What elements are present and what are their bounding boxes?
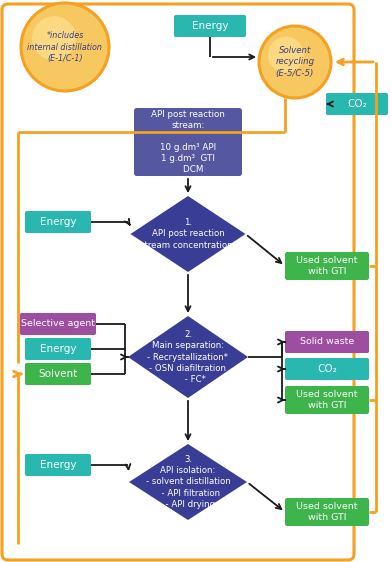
Text: Solvent
recycling
(E-5/C-5): Solvent recycling (E-5/C-5) (276, 47, 314, 78)
FancyBboxPatch shape (25, 338, 91, 360)
Text: Energy: Energy (40, 217, 76, 227)
Polygon shape (129, 444, 247, 520)
Text: Energy: Energy (40, 344, 76, 354)
Text: *includes
internal distillation
(E-1/C-1): *includes internal distillation (E-1/C-1… (27, 31, 102, 62)
Text: CO₂: CO₂ (317, 364, 337, 374)
FancyBboxPatch shape (134, 108, 242, 176)
FancyBboxPatch shape (174, 15, 246, 37)
Text: CO₂: CO₂ (347, 99, 367, 109)
Polygon shape (128, 316, 248, 398)
Circle shape (259, 26, 331, 98)
Circle shape (32, 16, 76, 60)
Text: Used solvent
with GTI: Used solvent with GTI (296, 502, 358, 522)
FancyBboxPatch shape (25, 211, 91, 233)
Text: Used solvent
with GTI: Used solvent with GTI (296, 256, 358, 276)
Text: API post reaction
stream:

10 g.dm³ API
1 g.dm³  GTI
    DCM: API post reaction stream: 10 g.dm³ API 1… (151, 110, 225, 174)
Text: Solid waste: Solid waste (300, 338, 354, 347)
FancyBboxPatch shape (25, 454, 91, 476)
FancyBboxPatch shape (285, 331, 369, 353)
Text: 3.
API isolation:
- solvent distillation
  - API filtration
  - API drying: 3. API isolation: - solvent distillation… (145, 455, 230, 509)
FancyBboxPatch shape (285, 252, 369, 280)
Circle shape (21, 3, 109, 91)
Text: 1.
API post reaction
stream concentration*: 1. API post reaction stream concentratio… (140, 219, 236, 250)
Text: Solvent: Solvent (38, 369, 78, 379)
Text: Energy: Energy (192, 21, 228, 31)
FancyBboxPatch shape (285, 386, 369, 414)
Text: 2.
Main separation:
- Recrystallization*
- OSN diafiltration
     - FC*: 2. Main separation: - Recrystallization*… (147, 330, 229, 384)
FancyBboxPatch shape (25, 363, 91, 385)
Text: Selective agent: Selective agent (21, 320, 95, 329)
FancyBboxPatch shape (326, 93, 388, 115)
Text: Used solvent
with GTI: Used solvent with GTI (296, 390, 358, 410)
FancyBboxPatch shape (285, 358, 369, 380)
FancyBboxPatch shape (285, 498, 369, 526)
Polygon shape (131, 196, 245, 272)
Text: Energy: Energy (40, 460, 76, 470)
Circle shape (268, 37, 304, 73)
FancyBboxPatch shape (20, 313, 96, 335)
